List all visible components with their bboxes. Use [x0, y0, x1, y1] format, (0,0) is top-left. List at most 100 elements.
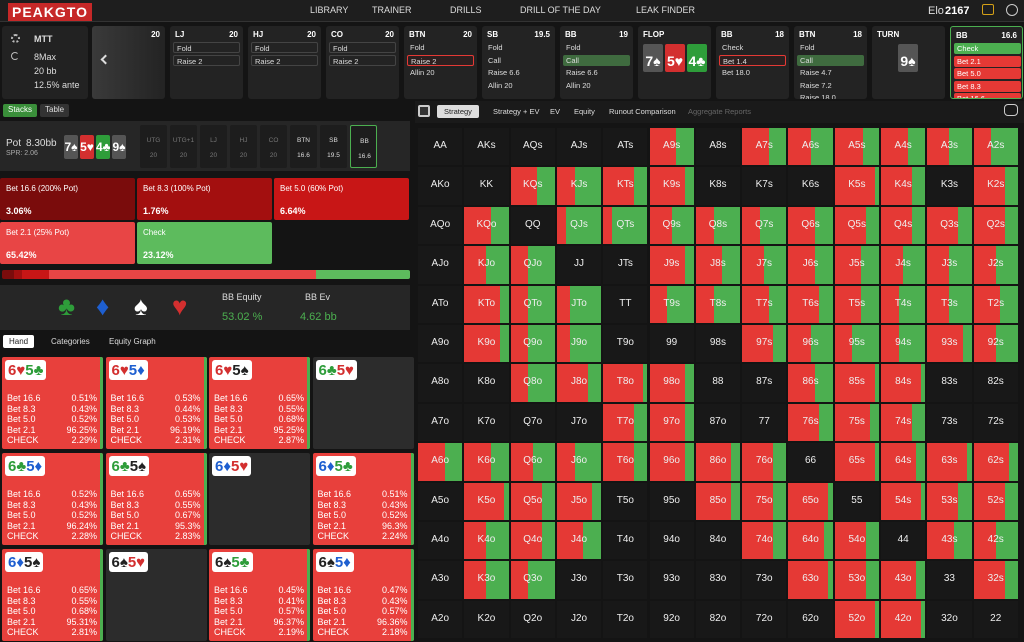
range-cell[interactable]: 74o	[742, 522, 787, 560]
range-cell[interactable]: J8o	[556, 364, 602, 402]
range-cell[interactable]: QJo	[510, 246, 555, 284]
range-cell[interactable]: Q7s	[742, 206, 787, 245]
range-cell[interactable]: A7o	[418, 403, 463, 442]
seat[interactable]: HJ 20	[230, 125, 257, 168]
range-cell[interactable]: AJs	[556, 128, 602, 166]
range-cell[interactable]: 96s	[788, 325, 833, 363]
action-item[interactable]: Bet 2.1	[954, 55, 1021, 67]
range-cell[interactable]: AA	[418, 128, 463, 166]
range-cell[interactable]: 53s	[927, 482, 972, 520]
action-card[interactable]: BTN 20 Fold Raise 2 Allin 20	[404, 26, 477, 99]
range-cell[interactable]: K9s	[649, 167, 694, 205]
range-cell[interactable]: 95s	[834, 325, 879, 363]
range-cell[interactable]: 82s	[973, 364, 1018, 402]
action-item[interactable]: Fold	[251, 42, 318, 53]
range-cell[interactable]: A6s	[788, 128, 833, 166]
range-cell[interactable]: 87s	[742, 364, 787, 402]
range-cell[interactable]: QTo	[510, 285, 555, 323]
range-cell[interactable]: J3s	[927, 246, 972, 284]
range-cell[interactable]: T7s	[742, 285, 787, 323]
action-item[interactable]: Raise 2	[407, 54, 474, 66]
action-card[interactable]: FLOP 7♠ 5♥ 4♣	[638, 26, 711, 99]
range-cell[interactable]: K3s	[927, 167, 972, 205]
range-cell[interactable]: J4s	[881, 246, 926, 284]
range-cell[interactable]: 85o	[695, 482, 741, 520]
range-cell[interactable]: A5o	[418, 482, 463, 520]
action-item[interactable]: Bet 8.3	[954, 80, 1021, 92]
range-cell[interactable]: 98s	[695, 325, 741, 363]
range-cell[interactable]: K5s	[834, 167, 879, 205]
seat[interactable]: LJ 20	[200, 125, 227, 168]
range-cell[interactable]: 53o	[834, 561, 879, 599]
range-cell[interactable]: A8o	[418, 364, 463, 402]
range-cell[interactable]: J7s	[742, 246, 787, 284]
range-cell[interactable]: T5s	[834, 285, 879, 323]
range-cell[interactable]: 83o	[695, 561, 741, 599]
range-cell[interactable]: JTs	[603, 246, 648, 284]
range-cell[interactable]: K7s	[742, 167, 787, 205]
nav-item[interactable]: DRILL OF THE DAY	[520, 5, 601, 15]
range-cell[interactable]: 72o	[742, 600, 787, 639]
range-cell[interactable]: K8s	[695, 167, 741, 205]
range-cell[interactable]: 42s	[973, 522, 1018, 560]
range-cell[interactable]: J3o	[556, 561, 602, 599]
strategy-tab[interactable]: Runout Comparison	[609, 107, 676, 116]
range-cell[interactable]: K6o	[464, 443, 509, 481]
range-cell[interactable]: AQo	[418, 206, 463, 245]
nav-item[interactable]: LEAK FINDER	[636, 5, 696, 15]
action-item[interactable]: Call	[563, 54, 630, 66]
range-cell[interactable]: A2o	[418, 600, 463, 639]
range-cell[interactable]: 64o	[788, 522, 833, 560]
action-item[interactable]: Raise 7.2	[800, 80, 832, 90]
action-item[interactable]: Fold	[566, 43, 581, 52]
range-cell[interactable]: Q9s	[649, 206, 694, 245]
range-cell[interactable]: J5o	[556, 482, 602, 520]
action-item[interactable]: Fold	[173, 42, 240, 53]
range-cell[interactable]: J5s	[834, 246, 879, 284]
range-cell[interactable]: Q6o	[510, 443, 555, 481]
range-cell[interactable]: 98o	[649, 364, 694, 402]
strategy-tab[interactable]: EV	[550, 107, 561, 116]
range-cell[interactable]: J2o	[556, 600, 602, 639]
strategy-tab[interactable]: Aggregate Reports	[688, 107, 751, 116]
range-cell[interactable]: 43o	[881, 561, 926, 599]
range-cell[interactable]: A5s	[834, 128, 879, 166]
range-cell[interactable]: 84o	[695, 522, 741, 560]
range-cell[interactable]: J2s	[973, 246, 1018, 284]
option-box[interactable]: Bet 8.3 (100% Pot) 1.76%	[137, 178, 272, 220]
seat[interactable]: UTG 20	[140, 125, 167, 168]
range-cell[interactable]: 55	[834, 482, 879, 520]
range-cell[interactable]: JTo	[556, 285, 602, 323]
action-item[interactable]: Allin 20	[410, 68, 435, 77]
range-cell[interactable]: 86s	[788, 364, 833, 402]
range-cell[interactable]: 87o	[695, 403, 741, 442]
action-item[interactable]: Fold	[800, 43, 815, 52]
range-cell[interactable]: J9s	[649, 246, 694, 284]
action-item[interactable]: Raise 6.6	[566, 68, 598, 77]
hand-tab[interactable]: Equity Graph	[109, 337, 156, 346]
range-cell[interactable]: K2o	[464, 600, 509, 639]
range-cell[interactable]: T9s	[649, 285, 694, 323]
range-cell[interactable]: Q5s	[834, 206, 879, 245]
range-cell[interactable]: Q5o	[510, 482, 555, 520]
action-card[interactable]: SB 19.5 Fold Call Raise 6.6 Allin 20	[482, 26, 555, 99]
hand-cell[interactable]: 6♥ 5♠ Bet 16.6 0.65% Bet 8.3 0.55% Bet 5.0 0.68…	[209, 357, 310, 449]
range-cell[interactable]: 44	[881, 522, 926, 560]
hand-cell[interactable]: 6♦ 5♥	[209, 453, 310, 545]
range-cell[interactable]: T8s	[695, 285, 741, 323]
range-cell[interactable]: 52o	[834, 600, 879, 639]
range-cell[interactable]: 63s	[927, 443, 972, 481]
range-cell[interactable]: Q4s	[881, 206, 926, 245]
seat[interactable]: SB 19.5	[320, 125, 347, 168]
range-cell[interactable]: 22	[973, 600, 1018, 639]
range-cell[interactable]: A4o	[418, 522, 463, 560]
seat[interactable]: BB 16.6	[350, 125, 377, 168]
range-cell[interactable]: JJ	[556, 246, 602, 284]
action-item[interactable]: Check	[722, 43, 744, 52]
range-cell[interactable]: Q4o	[510, 522, 555, 560]
range-cell[interactable]: T6o	[603, 443, 648, 481]
user-icon[interactable]	[1006, 4, 1018, 16]
strategy-tab[interactable]: Strategy + EV	[493, 107, 540, 116]
range-cell[interactable]: ATs	[603, 128, 648, 166]
range-cell[interactable]: J6s	[788, 246, 833, 284]
